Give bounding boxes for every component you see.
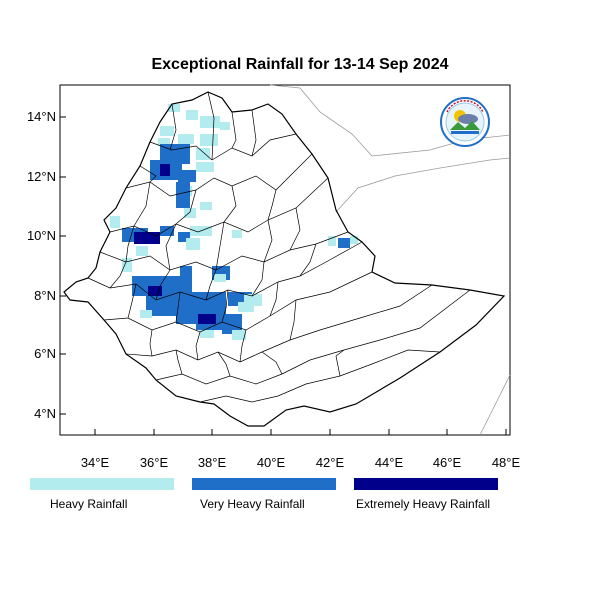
heavy-rainfall-cell <box>200 202 212 210</box>
lon-label: 42°E <box>316 455 345 470</box>
heavy-rainfall-cell <box>186 110 198 120</box>
heavy-rainfall-cell <box>220 122 230 130</box>
heavy-rainfall-cell <box>168 104 180 112</box>
heavy-rainfall-cell <box>110 216 120 228</box>
heavy-rainfall-cell <box>160 126 174 136</box>
heavy-rainfall-cell <box>158 138 170 146</box>
heavy-rainfall-cell <box>232 330 246 340</box>
heavy-rainfall-cell <box>178 134 194 144</box>
map-title: Exceptional Rainfall for 13-14 Sep 2024 <box>151 56 449 73</box>
legend-swatch-extreme <box>354 478 498 490</box>
country-outline <box>63 91 506 427</box>
axis-ticks <box>60 116 507 435</box>
longitude-labels: 34°E 36°E 38°E 40°E 42°E 44°E 46°E 48°E <box>81 455 521 470</box>
lat-label: 14°N <box>27 109 56 124</box>
lon-label: 38°E <box>198 455 227 470</box>
legend: Heavy Rainfall Very Heavy Rainfall Extre… <box>0 478 600 518</box>
ethiopian-meteorology-institute-logo <box>440 97 490 147</box>
legend-label: Heavy Rainfall <box>50 497 128 511</box>
heavy-rainfall-cell <box>200 330 214 338</box>
heavy-rainfall-cell <box>186 238 200 250</box>
heavy-rainfall-cell <box>214 274 226 282</box>
extreme-rainfall-cell <box>160 164 170 176</box>
legend-item-heavy: Heavy Rainfall <box>30 478 174 511</box>
heavy-rainfall-cell <box>200 116 220 128</box>
lat-label: 10°N <box>27 228 56 243</box>
very-heavy-rainfall-cell <box>222 314 242 334</box>
heavy-rainfall-cell <box>238 302 254 312</box>
extreme-rainfall-cell <box>198 314 216 324</box>
heavy-rainfall-cell <box>184 208 196 218</box>
lon-label: 36°E <box>140 455 169 470</box>
zone-boundaries <box>87 91 471 403</box>
lon-label: 48°E <box>492 455 521 470</box>
very-heavy-rainfall-cell <box>176 182 190 208</box>
lon-label: 46°E <box>433 455 462 470</box>
very-heavy-rainfall-cell <box>178 232 190 242</box>
legend-swatch-very-heavy <box>192 478 336 490</box>
heavy-rainfall-cell <box>136 246 148 256</box>
lat-label: 12°N <box>27 169 56 184</box>
heavy-rainfall-cell <box>122 258 132 272</box>
heavy-rainfall-cell <box>350 236 358 244</box>
lat-label: 4°N <box>34 406 56 421</box>
lon-label: 40°E <box>257 455 286 470</box>
heavy-rainfall-cell <box>196 162 214 172</box>
heavy-rainfall-cell <box>200 134 218 146</box>
very-heavy-rainfall-cell <box>160 144 190 164</box>
legend-swatch-heavy <box>30 478 174 490</box>
lat-label: 8°N <box>34 288 56 303</box>
heavy-rainfall-cell <box>140 310 152 318</box>
heavy-rainfall-cell <box>328 236 336 246</box>
lon-label: 34°E <box>81 455 110 470</box>
legend-label: Extremely Heavy Rainfall <box>356 497 491 511</box>
legend-item-very-heavy: Very Heavy Rainfall <box>192 478 336 511</box>
extreme-rainfall-cell <box>148 286 162 296</box>
lon-label: 44°E <box>375 455 404 470</box>
extreme-rainfall-cell <box>134 232 160 244</box>
heavy-rainfall-cell <box>232 230 242 238</box>
very-heavy-rainfall-cell <box>160 226 174 236</box>
legend-label: Very Heavy Rainfall <box>200 497 305 511</box>
latitude-labels: 14°N 12°N 10°N 8°N 6°N 4°N <box>27 109 56 421</box>
very-heavy-rainfall-cell <box>338 238 350 248</box>
very-heavy-rainfall-cell <box>178 170 196 182</box>
legend-item-extreme: Extremely Heavy Rainfall <box>354 478 498 511</box>
very-heavy-rainfall-cell <box>180 266 192 280</box>
heavy-rainfall-cell <box>196 148 210 160</box>
lat-label: 6°N <box>34 346 56 361</box>
